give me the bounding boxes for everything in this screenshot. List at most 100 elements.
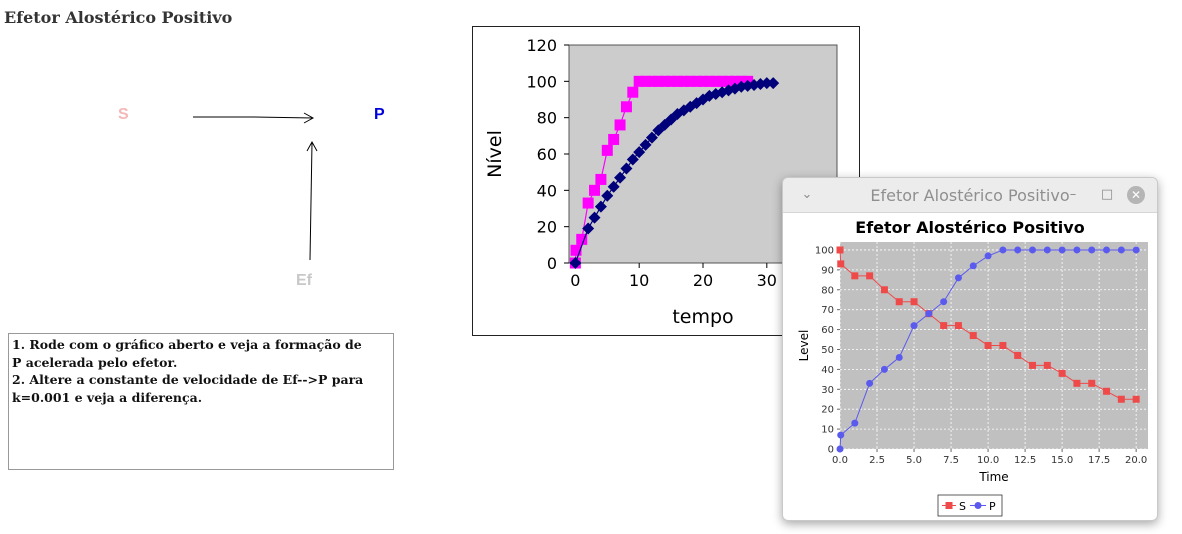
data-point [716, 75, 728, 87]
y-tick-label: 120 [526, 36, 557, 55]
data-point [1043, 246, 1051, 254]
x-tick-label: 0.0 [832, 455, 848, 466]
x-axis-label: Time [978, 470, 1008, 484]
y-tick-label: 70 [821, 305, 834, 316]
data-point [984, 252, 992, 260]
data-point [1132, 395, 1140, 403]
data-point [866, 272, 874, 280]
data-point [837, 431, 845, 439]
window-menu-icon[interactable]: ⌄ [801, 187, 813, 202]
data-point [837, 260, 845, 268]
data-point [1029, 361, 1036, 369]
data-point [851, 419, 859, 427]
data-point [851, 272, 859, 280]
data-point [589, 184, 601, 196]
data-point [640, 75, 652, 87]
instructions-text-box[interactable]: 1. Rode com o gráfico aberto e veja a fo… [8, 333, 394, 470]
data-point [646, 75, 658, 87]
data-point [677, 104, 690, 117]
data-point [582, 197, 594, 209]
legend-label: S [959, 500, 966, 513]
y-tick-label: 60 [537, 145, 557, 164]
x-tick-label: 17.5 [1088, 455, 1110, 466]
y-tick-label: 0 [828, 445, 834, 456]
data-point [880, 286, 888, 294]
window-titlebar[interactable]: ⌄ Efetor Alostérico Positivo – □ ✕ [783, 178, 1157, 213]
close-button[interactable]: ✕ [1127, 186, 1145, 204]
data-point [767, 77, 780, 90]
data-point [728, 82, 741, 95]
data-point [984, 342, 992, 349]
species-s-label[interactable]: S [118, 106, 129, 123]
data-point [925, 310, 933, 318]
reaction-arrows [193, 112, 318, 261]
data-point [940, 322, 948, 330]
data-point [729, 75, 741, 87]
data-point [607, 180, 620, 193]
data-point [678, 75, 690, 87]
legend-marker [945, 502, 953, 509]
arrow-s-to-p[interactable] [193, 112, 315, 124]
x-tick-label: 20.0 [1125, 455, 1147, 466]
legend-label: P [989, 500, 996, 513]
data-point [1014, 246, 1022, 254]
x-axis-label: tempo [672, 306, 733, 328]
data-point [671, 75, 683, 87]
data-point [659, 75, 671, 87]
data-point [570, 244, 582, 256]
data-point [569, 257, 582, 269]
y-tick-label: 40 [537, 181, 557, 200]
instruction-line: 2. Altere a constante de velocidade de E… [12, 372, 364, 387]
instruction-line: k=0.001 e veja a diferença. [12, 389, 203, 405]
data-point [1117, 395, 1125, 403]
data-point [954, 274, 962, 282]
data-point [645, 131, 658, 144]
minimize-button[interactable]: – [1069, 187, 1077, 202]
plot-window: ⌄ Efetor Alostérico Positivo – □ ✕ Efeto… [782, 177, 1158, 521]
data-point [760, 77, 773, 90]
data-point [1073, 246, 1081, 254]
maximize-button[interactable]: □ [1100, 187, 1114, 202]
y-tick-label: 100 [526, 72, 557, 91]
data-point [588, 211, 601, 224]
data-point [836, 445, 844, 453]
data-point [754, 78, 767, 91]
arrow-ef-to-reaction[interactable] [306, 140, 318, 261]
y-axis-label: Level [797, 330, 811, 362]
y-tick-label: 90 [821, 265, 834, 276]
data-point [608, 133, 620, 145]
data-point [1117, 246, 1125, 254]
data-point [595, 173, 607, 185]
legend-marker [974, 502, 982, 509]
data-point [940, 298, 948, 306]
data-point [1103, 246, 1111, 254]
data-point [1058, 246, 1066, 254]
x-tick-label: 7.5 [943, 455, 959, 466]
y-tick-label: 80 [537, 109, 557, 128]
species-p-label[interactable]: P [374, 106, 385, 123]
page-title: Efetor Alostérico Positivo [4, 8, 233, 27]
data-point [723, 75, 735, 87]
data-point [999, 342, 1007, 349]
data-point [594, 200, 607, 213]
data-point [895, 298, 903, 306]
data-point [633, 75, 645, 87]
y-tick-label: 100 [815, 245, 834, 256]
y-tick-label: 80 [821, 285, 834, 296]
y-tick-label: 40 [821, 365, 834, 376]
data-point [866, 379, 874, 387]
data-point [895, 353, 903, 361]
series-line [839, 249, 1137, 400]
data-point [576, 233, 588, 245]
data-point [969, 262, 977, 270]
data-point [652, 75, 664, 87]
data-point [614, 119, 626, 131]
species-ef-label[interactable]: Ef [296, 272, 312, 289]
data-point [614, 171, 627, 184]
x-tick-label: 2.5 [869, 455, 885, 466]
instruction-line: P acelerada pelo efetor. [12, 354, 178, 370]
data-point [710, 75, 722, 87]
y-axis-label: Nível [484, 130, 506, 178]
series-line [839, 249, 1137, 450]
